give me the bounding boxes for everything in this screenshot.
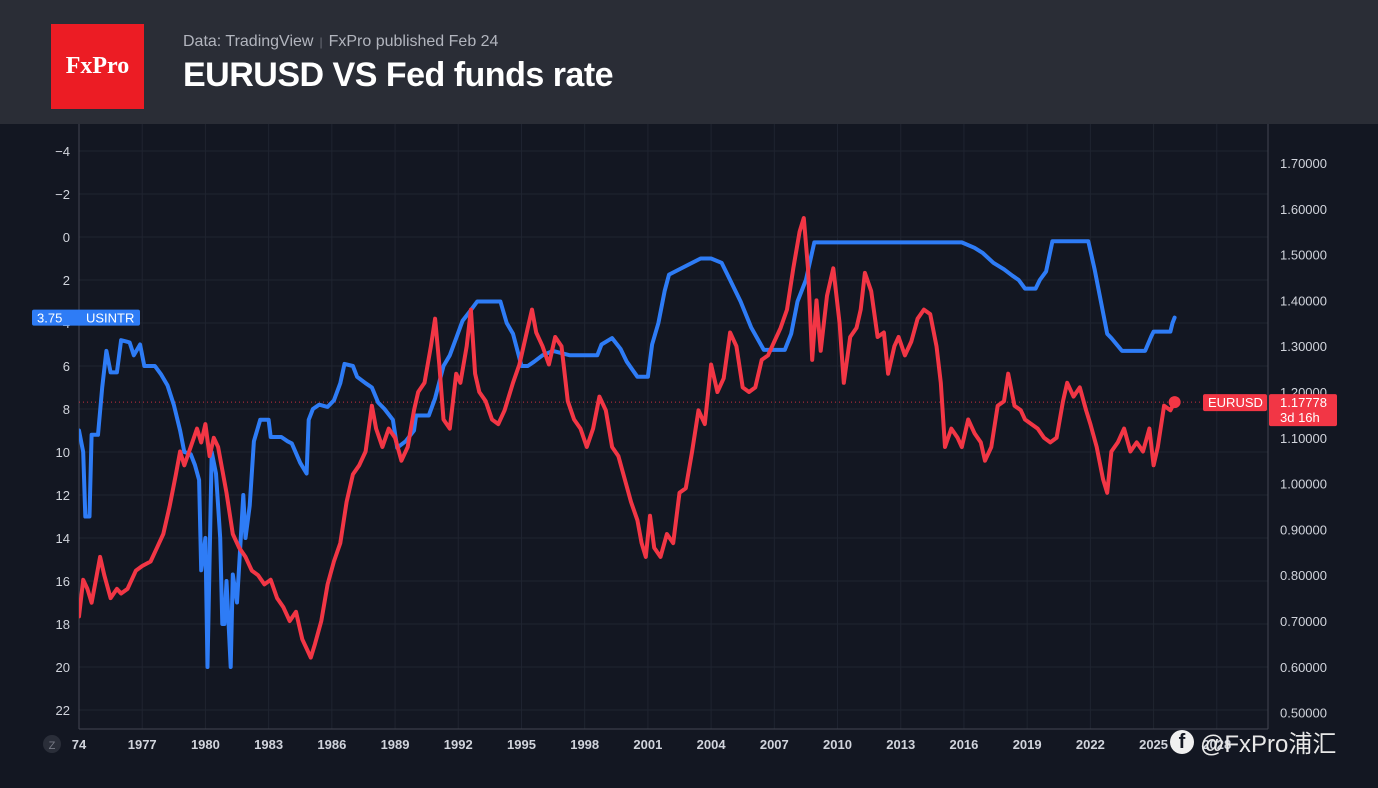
chart-subtitle: Data: TradingView | FxPro published Feb 24	[183, 33, 498, 51]
left-axis-label: 22	[56, 703, 70, 718]
left-axis-label: −2	[55, 187, 70, 202]
left-axis-label: 14	[56, 531, 70, 546]
left-axis-label: 18	[56, 617, 70, 632]
left-axis-label: −4	[55, 144, 70, 159]
eurusd-last-value: 1.17778	[1280, 395, 1327, 410]
usintr-series-name: USINTR	[86, 311, 134, 326]
watermark-text: @FxPro浦汇	[1200, 731, 1337, 758]
right-axis-label: 1.50000	[1280, 248, 1327, 263]
left-axis-label: 8	[63, 402, 70, 417]
x-tick-label: 1977	[128, 737, 157, 752]
x-tick-label: 2004	[697, 737, 727, 752]
x-tick-label: 2007	[760, 737, 789, 752]
fxpro-logo[interactable]: FxPro	[51, 24, 144, 109]
right-axis-label: 1.40000	[1280, 293, 1327, 308]
x-tick-label: 1989	[381, 737, 410, 752]
x-tick-label: 2001	[633, 737, 662, 752]
x-tick-label: 1983	[254, 737, 283, 752]
separator: |	[319, 35, 323, 49]
zoom-reset-icon: Z	[49, 740, 56, 752]
eurusd-name-tag[interactable]	[1203, 394, 1267, 412]
zoom-reset-button[interactable]	[43, 735, 61, 753]
eurusd-series-line[interactable]	[79, 216, 1177, 660]
right-axis-label: 1.10000	[1280, 431, 1327, 446]
x-tick-label: 1986	[317, 737, 346, 752]
right-axis-label: 1.60000	[1280, 202, 1327, 217]
x-tick-label: 2013	[886, 737, 915, 752]
x-tick-label: 1998	[570, 737, 599, 752]
facebook-icon: f	[1170, 729, 1194, 754]
right-axis-label: 0.90000	[1280, 522, 1327, 537]
usintr-series-line[interactable]	[79, 239, 1177, 669]
data-source: Data: TradingView	[183, 33, 314, 50]
x-tick-label: 2019	[1013, 737, 1042, 752]
left-axis-label: 10	[56, 445, 70, 460]
left-axis-label: 0	[63, 230, 70, 245]
x-tick-label: 2022	[1076, 737, 1105, 752]
x-tick-label: 74	[72, 737, 87, 752]
right-axis-label: 1.00000	[1280, 477, 1327, 492]
usintr-last-value: 3.75	[37, 311, 62, 326]
x-tick-label: 2016	[949, 737, 978, 752]
eurusd-series-name: EURUSD	[1208, 395, 1263, 410]
right-axis-label: 1.30000	[1280, 339, 1327, 354]
right-axis-label: 1.70000	[1280, 156, 1327, 171]
x-tick-label: 1980	[191, 737, 220, 752]
watermark: f @FxPro浦汇	[1170, 724, 1336, 759]
right-axis-label: 0.70000	[1280, 614, 1327, 629]
right-axis-label: 0.80000	[1280, 568, 1327, 583]
x-tick-label: 2025	[1139, 737, 1168, 752]
right-axis-label: 0.50000	[1280, 706, 1327, 721]
chart-background	[0, 124, 1378, 788]
left-axis-label: 16	[56, 574, 70, 589]
usintr-axis-tag[interactable]	[32, 309, 140, 326]
left-axis-label: 2	[63, 273, 70, 288]
publish-info: FxPro published Feb 24	[328, 33, 499, 50]
left-axis-label: 20	[56, 660, 70, 675]
eurusd-countdown: 3d 16h	[1280, 410, 1320, 425]
x-tick-label: 1992	[444, 737, 473, 752]
left-axis-label: 12	[56, 488, 70, 503]
eurusd-price-tag[interactable]	[1269, 394, 1337, 427]
x-tick-label: 2028	[1202, 737, 1231, 752]
x-tick-label: 2010	[823, 737, 852, 752]
header: FxPro Data: TradingView | FxPro published …	[0, 0, 1378, 124]
right-axis-label: 0.60000	[1280, 660, 1327, 675]
left-axis-label: 6	[63, 359, 70, 374]
x-tick-label: 1995	[507, 737, 536, 752]
eurusd-last-point[interactable]	[1168, 396, 1181, 409]
chart-area[interactable]: 74 1977 1980 1983 1986 1989 1992 1995 1998 2001 20…	[0, 124, 1378, 788]
chart-title: EURUSD VS Fed funds rate	[183, 56, 614, 94]
